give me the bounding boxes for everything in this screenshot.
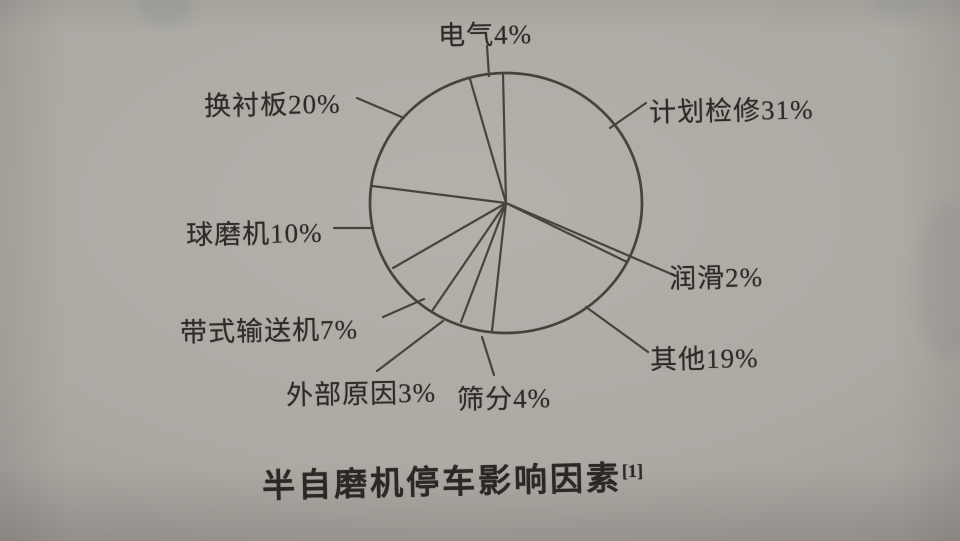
slice-boundary-huanchenban-dianqi bbox=[468, 77, 508, 205]
slice-label-shaifen: 筛分4% bbox=[456, 383, 552, 415]
pie-circle bbox=[368, 71, 644, 335]
slice-label-huanchenban: 换衬板20% bbox=[203, 88, 341, 122]
slice-boundary-qita-shaifen bbox=[490, 201, 508, 333]
leader-jihuajianxiu bbox=[608, 101, 648, 130]
slice-label-daishishusongji: 带式输送机7% bbox=[179, 314, 359, 348]
leader-waibuyuanyin bbox=[375, 319, 445, 373]
slice-label-qita: 其他19% bbox=[649, 342, 759, 376]
slice-boundary-dianqi-jihua bbox=[501, 72, 508, 205]
chart-caption-reference: [1] bbox=[621, 460, 644, 482]
slice-boundary-daishi-qiumoji bbox=[391, 201, 508, 270]
leader-qita bbox=[584, 305, 650, 354]
leader-huanchenban bbox=[355, 96, 406, 120]
leader-daishishusongji bbox=[381, 297, 426, 319]
slice-label-jihuajianxiu: 计划检修31% bbox=[648, 94, 814, 128]
slice-boundary-qiumoji-huanchenban bbox=[370, 184, 508, 205]
slice-label-dianqi: 电气4% bbox=[437, 19, 533, 51]
chart-caption-text: 半自磨机停车影响因素 bbox=[261, 461, 623, 506]
slice-label-runhua: 润滑2% bbox=[668, 262, 764, 294]
slice-label-qiumoji: 球磨机10% bbox=[185, 217, 323, 251]
leader-dianqi bbox=[485, 44, 491, 78]
chart-caption: 半自磨机停车影响因素[1] bbox=[262, 451, 644, 508]
slice-boundary-waibu-daishi bbox=[430, 201, 508, 313]
leader-shaifen bbox=[480, 335, 496, 377]
slice-boundary-shaifen-waibu bbox=[459, 201, 508, 324]
slice-label-waibuyuanyin: 外部原因3% bbox=[285, 377, 437, 411]
slice-boundary-jihua-runhua-extended-leader bbox=[504, 201, 678, 278]
